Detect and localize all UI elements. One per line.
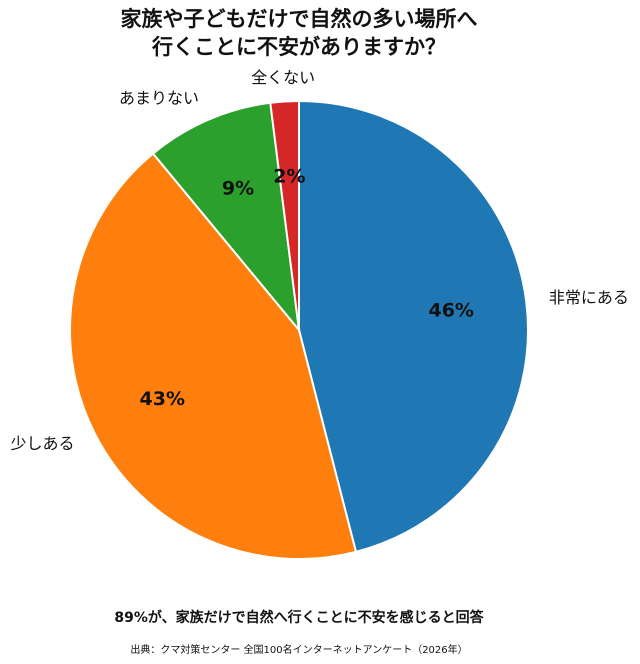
pie-slice (298, 99, 529, 554)
category-label: あまりない (119, 88, 199, 107)
pie-slice (151, 101, 301, 334)
value-label: 2% (273, 165, 305, 187)
category-label: 非常にある (549, 288, 629, 307)
value-label: 46% (428, 299, 473, 321)
source: 出典：クマ対策センター 全国100名インターネットアンケート（2026年） (130, 643, 467, 656)
annotation: 89%が、家族だけで自然へ行くことに不安を感じると回答 (114, 609, 484, 626)
chart-title-line: 行くことに不安がありますか？ (151, 35, 446, 59)
value-label: 9% (222, 178, 254, 200)
chart-title-line: 家族や子どもだけで自然の多い場所へ (121, 7, 478, 31)
pie-slice (69, 152, 358, 560)
category-label: 全くない (251, 68, 315, 87)
pie (69, 99, 529, 560)
category-label: 少しある (11, 434, 75, 453)
value-label: 43% (140, 388, 185, 410)
pie-slice (269, 99, 300, 331)
